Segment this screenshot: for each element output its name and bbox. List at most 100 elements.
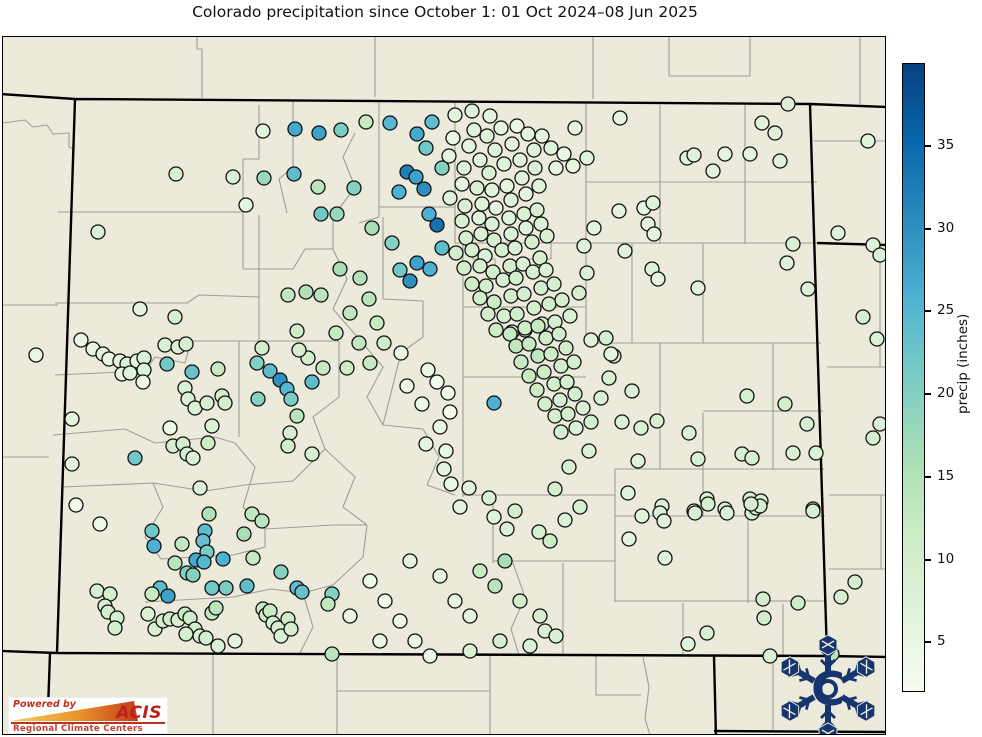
station-dot (517, 320, 533, 336)
station-dot (547, 481, 563, 497)
station-dot (167, 309, 183, 325)
station-dot (779, 255, 795, 271)
station-dot (236, 526, 252, 542)
station-dot (614, 414, 630, 430)
station-dot (705, 163, 721, 179)
station-dot (250, 391, 266, 407)
station-dot (743, 496, 759, 512)
station-dot (402, 273, 418, 289)
station-dot (656, 513, 672, 529)
station-dot (289, 408, 305, 424)
station-dot (865, 430, 881, 446)
station-dot (421, 206, 437, 222)
station-dot (556, 146, 572, 162)
station-dot (462, 608, 478, 624)
station-dot (687, 505, 703, 521)
station-dot (649, 413, 665, 429)
station-dot (196, 554, 212, 570)
station-dot (554, 292, 570, 308)
chart-title: Colorado precipitation since October 1: … (192, 3, 698, 21)
station-dot (409, 126, 425, 142)
station-dot (562, 308, 578, 324)
station-dot (456, 260, 472, 276)
station-dot (358, 114, 374, 130)
station-dot (315, 360, 331, 376)
station-dot (568, 420, 584, 436)
station-dot (536, 364, 552, 380)
colorbar-tick-mark (925, 475, 931, 478)
station-dot (719, 505, 735, 521)
station-dot (198, 630, 214, 646)
station-dot (598, 330, 614, 346)
station-dot (418, 436, 434, 452)
station-dot (429, 374, 445, 390)
county-boundaries (3, 37, 885, 734)
station-dot (538, 262, 554, 278)
station-dot (833, 589, 849, 605)
station-dot (529, 382, 545, 398)
station-dot (262, 363, 278, 379)
station-dot (192, 480, 208, 496)
station-dot (717, 146, 733, 162)
station-dot (579, 265, 595, 281)
station-dot (204, 418, 220, 434)
station-dot (624, 383, 640, 399)
station-dot (461, 138, 477, 154)
station-dot (227, 633, 243, 649)
station-dot (686, 147, 702, 163)
station-dot (225, 169, 241, 185)
station-dot (238, 197, 254, 213)
station-dot (422, 261, 438, 277)
station-dot (501, 210, 517, 226)
station-dot (561, 459, 577, 475)
station-dot (481, 490, 497, 506)
station-dot (249, 355, 265, 371)
station-dot (135, 374, 151, 390)
station-dot (291, 342, 307, 358)
station-dot (485, 264, 501, 280)
station-dot (530, 348, 546, 364)
station-dot (239, 578, 255, 594)
station-dot (518, 186, 534, 202)
map-plot-area: C Powered by ACIS Regional Climate Cente… (2, 36, 886, 735)
station-dot (255, 123, 271, 139)
station-dot (525, 264, 541, 280)
acis-swoosh-graphic (10, 701, 138, 721)
snowflake-center-letter: C (811, 662, 845, 716)
station-dot (443, 476, 459, 492)
station-dot (543, 346, 559, 362)
station-dot (486, 395, 502, 411)
station-dot (64, 411, 80, 427)
station-dot (160, 588, 176, 604)
station-dot (855, 309, 871, 325)
station-dot (217, 395, 233, 411)
station-dot (432, 419, 448, 435)
station-dot (756, 610, 772, 626)
station-dot (210, 361, 226, 377)
station-dot (392, 262, 408, 278)
station-dot (416, 181, 432, 197)
station-dot (273, 564, 289, 580)
station-dot (298, 284, 314, 300)
station-dot (339, 360, 355, 376)
station-dot (472, 563, 488, 579)
station-dot (520, 126, 536, 142)
station-dot (583, 332, 599, 348)
station-dot (471, 210, 487, 226)
station-dot (699, 625, 715, 641)
station-dot (524, 234, 540, 250)
station-dot (539, 228, 555, 244)
station-dot (391, 184, 407, 200)
station-dot (436, 461, 452, 477)
station-dot (633, 420, 649, 436)
station-dot (512, 593, 528, 609)
station-dot (772, 153, 788, 169)
colorbar-tick-label: 30 (937, 219, 955, 236)
station-dot (372, 633, 388, 649)
station-dot (364, 220, 380, 236)
station-dot (289, 323, 305, 339)
colorbar-tick-label: 10 (937, 550, 955, 567)
station-dot (499, 521, 515, 537)
station-dot (132, 301, 148, 317)
